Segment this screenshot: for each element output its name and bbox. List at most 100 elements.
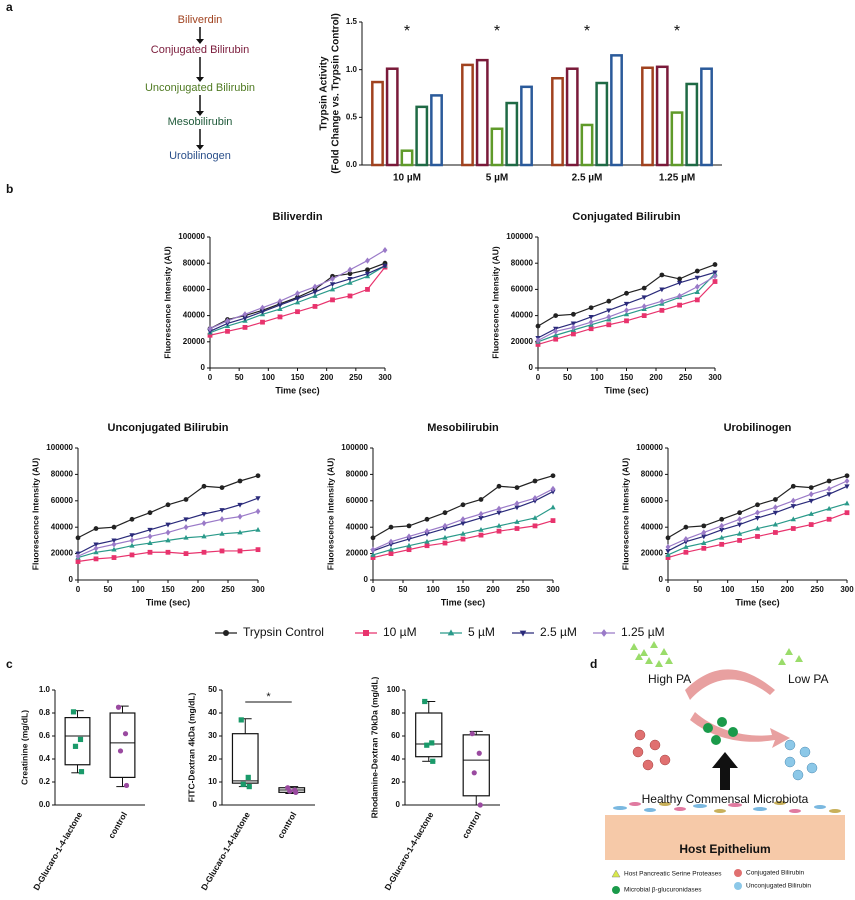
marker bbox=[329, 286, 336, 292]
bar bbox=[700, 67, 713, 167]
y-tick-label: 100000 bbox=[506, 232, 533, 241]
marker bbox=[712, 273, 718, 280]
marker bbox=[478, 526, 484, 532]
diagram-legend: Unconjugated Bilirubin bbox=[746, 883, 811, 890]
y-tick-label: 50 bbox=[208, 685, 217, 694]
x-tick-label: 50 bbox=[693, 585, 702, 594]
y-tick-label: 20000 bbox=[641, 549, 664, 558]
marker bbox=[553, 336, 559, 342]
marker bbox=[93, 545, 99, 552]
marker bbox=[75, 535, 81, 541]
marker bbox=[571, 324, 576, 331]
marker bbox=[242, 324, 248, 330]
y-tick-label: 0.4 bbox=[39, 754, 51, 763]
x-tick-label: 150 bbox=[291, 373, 305, 382]
y-tick-label: 60000 bbox=[346, 496, 369, 505]
marker bbox=[129, 542, 135, 548]
marker bbox=[406, 542, 412, 548]
x-tick-label: 0 bbox=[371, 585, 376, 594]
box bbox=[109, 712, 136, 779]
marker bbox=[183, 517, 189, 523]
marker bbox=[370, 535, 376, 541]
box bbox=[231, 733, 259, 784]
diagram-microbiota: Healthy Commensal Microbiota bbox=[642, 792, 809, 806]
x-tick-label: 50 bbox=[104, 585, 113, 594]
marker bbox=[460, 521, 466, 527]
x-tick-label: 0 bbox=[666, 585, 671, 594]
marker bbox=[424, 516, 430, 522]
pathway-arrowhead bbox=[196, 111, 204, 116]
y-axis-label: (Fold Change vs. Trypsin Control) bbox=[331, 13, 342, 174]
marker bbox=[712, 262, 718, 267]
marker bbox=[665, 543, 671, 551]
bar bbox=[641, 66, 654, 167]
marker bbox=[165, 522, 171, 528]
marker bbox=[347, 279, 353, 285]
marker bbox=[123, 782, 130, 789]
marker bbox=[237, 478, 243, 484]
y-tick-label: 0.6 bbox=[39, 731, 51, 740]
y-tick-label: 0.2 bbox=[39, 777, 51, 786]
y-tick-label: 40000 bbox=[346, 522, 369, 531]
marker bbox=[225, 328, 230, 334]
marker bbox=[219, 530, 225, 536]
y-axis-label: FITC-Dextran 4kDa (mg/dL) bbox=[186, 693, 196, 803]
y-tick-label: 1.0 bbox=[39, 685, 51, 694]
marker bbox=[129, 537, 135, 544]
marker bbox=[826, 516, 832, 522]
marker bbox=[550, 518, 556, 523]
x-tick-label: 10 µM bbox=[393, 173, 421, 184]
marker bbox=[242, 311, 248, 318]
marker bbox=[571, 311, 576, 317]
marker bbox=[496, 505, 502, 512]
marker bbox=[844, 473, 850, 479]
marker bbox=[478, 516, 484, 521]
marker bbox=[683, 524, 689, 530]
marker bbox=[641, 285, 647, 291]
marker bbox=[588, 305, 594, 311]
y-tick-label: 20 bbox=[208, 754, 217, 763]
marker bbox=[514, 519, 520, 524]
marker bbox=[442, 534, 448, 540]
marker bbox=[808, 485, 814, 490]
y-tick-label: 40 bbox=[208, 708, 217, 717]
marker bbox=[790, 526, 796, 531]
marker bbox=[553, 328, 559, 335]
marker bbox=[471, 770, 477, 776]
marker bbox=[93, 542, 99, 548]
bar bbox=[685, 82, 699, 167]
marker bbox=[122, 731, 129, 737]
marker bbox=[496, 510, 502, 516]
box bbox=[64, 716, 91, 766]
x-tick-label: 100 bbox=[590, 373, 604, 382]
bar bbox=[475, 58, 489, 167]
marker bbox=[754, 525, 761, 531]
x-tick-label: 200 bbox=[320, 373, 334, 382]
y-tick-label: 1.0 bbox=[346, 65, 358, 74]
marker bbox=[129, 552, 135, 558]
y-tick-label: 10 bbox=[208, 777, 217, 786]
marker bbox=[478, 510, 484, 518]
marker bbox=[478, 532, 484, 538]
marker bbox=[808, 491, 814, 498]
marker bbox=[365, 267, 370, 273]
marker bbox=[207, 332, 213, 338]
marker bbox=[312, 304, 318, 309]
marker bbox=[755, 534, 760, 539]
y-tick-label: 80000 bbox=[346, 470, 369, 479]
x-axis-label: Time (sec) bbox=[441, 597, 485, 607]
marker bbox=[442, 540, 448, 546]
legend-label: 1.25 µM bbox=[621, 625, 665, 639]
x-axis-label: Time (sec) bbox=[604, 385, 648, 395]
marker bbox=[201, 549, 207, 555]
x-tick-label: 100 bbox=[262, 373, 276, 382]
y-tick-label: 0.0 bbox=[39, 800, 51, 809]
marker bbox=[588, 326, 594, 332]
x-tick-label: 200 bbox=[781, 585, 795, 594]
y-tick-label: 60000 bbox=[641, 496, 664, 505]
marker bbox=[496, 483, 502, 489]
marker bbox=[165, 537, 171, 543]
marker bbox=[754, 516, 761, 521]
marker bbox=[424, 538, 430, 544]
x-tick-label: 100 bbox=[721, 585, 735, 594]
